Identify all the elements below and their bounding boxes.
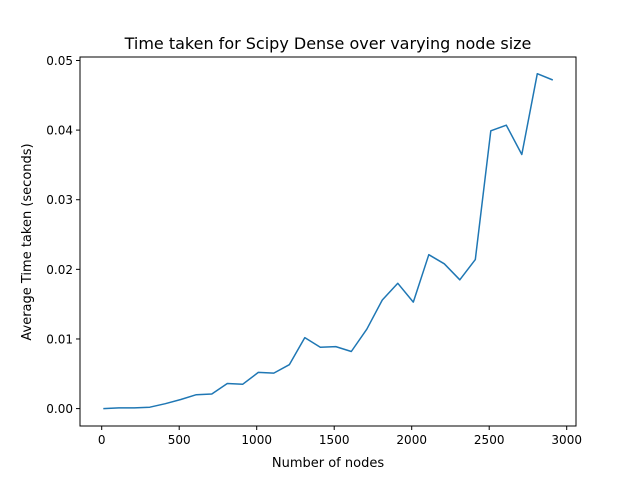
x-axis-label: Number of nodes bbox=[272, 456, 384, 471]
x-tick-label: 0 bbox=[98, 433, 106, 447]
x-tick-label: 1500 bbox=[319, 433, 350, 447]
x-tick-label: 2500 bbox=[474, 433, 505, 447]
y-tick-label: 0.01 bbox=[46, 332, 73, 346]
chart-title: Time taken for Scipy Dense over varying … bbox=[124, 34, 532, 53]
y-tick-label: 0.04 bbox=[46, 124, 73, 138]
x-tick-label: 1000 bbox=[241, 433, 272, 447]
axes-frame bbox=[79, 56, 577, 427]
data-line bbox=[103, 72, 554, 410]
y-tick-label: 0.00 bbox=[46, 402, 73, 416]
x-tick-label: 500 bbox=[168, 433, 191, 447]
x-axis: 0 500 1000 1500 2000 2500 3000 bbox=[98, 426, 582, 447]
plot-area bbox=[103, 72, 554, 410]
y-tick-label: 0.02 bbox=[46, 263, 73, 277]
y-axis-label: Average Time taken (seconds) bbox=[20, 143, 35, 340]
x-tick-label: 2000 bbox=[396, 433, 427, 447]
y-tick-label: 0.03 bbox=[46, 193, 73, 207]
y-tick-label: 0.05 bbox=[46, 54, 73, 68]
x-tick-label: 3000 bbox=[551, 433, 582, 447]
y-axis: 0.00 0.01 0.02 0.03 0.04 0.05 bbox=[46, 54, 80, 416]
